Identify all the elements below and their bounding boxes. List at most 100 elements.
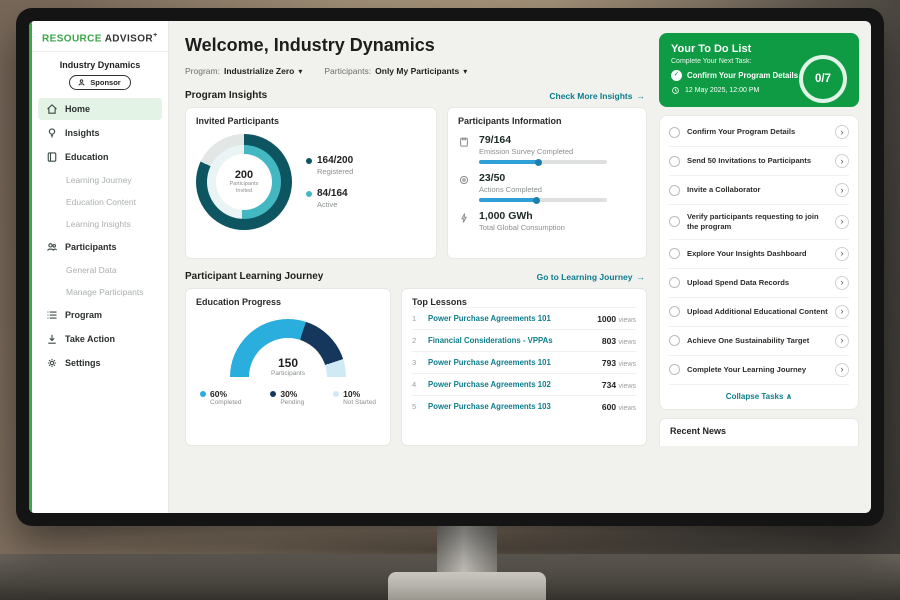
monitor-frame: RESOURCE ADVISOR+ Industry Dynamics Spon… <box>16 8 884 526</box>
sidebar-item-home[interactable]: Home <box>38 98 162 120</box>
monitor-stand-base <box>388 572 546 600</box>
task-checkbox[interactable] <box>669 216 680 227</box>
progress-bar <box>479 160 607 164</box>
top-lessons-card: Top Lessons 1 Power Purchase Agreements … <box>401 288 647 446</box>
chevron-right-icon[interactable]: › <box>835 154 849 168</box>
todo-next-task[interactable]: ✓ Confirm Your Program Details <box>671 70 803 81</box>
task-row-explore-insights[interactable]: Explore Your Insights Dashboard › <box>669 240 849 269</box>
education-progress-card: Education Progress 150 Participants <box>185 288 391 446</box>
education-gauge-chart: 150 Participants <box>230 319 346 377</box>
sidebar-item-label: Take Action <box>65 334 115 344</box>
task-checkbox[interactable] <box>669 364 680 375</box>
sidebar-item-insights[interactable]: Insights <box>38 122 162 144</box>
collapse-tasks-link[interactable]: Collapse Tasks ∧ <box>669 385 849 406</box>
lesson-views-unit: views <box>618 317 636 324</box>
collapse-label: Collapse Tasks <box>726 392 784 401</box>
todo-task-list: Confirm Your Program Details › Send 50 I… <box>659 115 859 410</box>
lesson-link[interactable]: Power Purchase Agreements 101 <box>428 314 589 323</box>
chevron-down-icon: ▾ <box>463 67 467 76</box>
sidebar-item-learning-insights[interactable]: Learning Insights <box>38 214 162 234</box>
participants-information-card: Participants Information 79/164 Emission… <box>447 107 647 259</box>
book-icon <box>46 151 58 163</box>
task-row-upload-educational-content[interactable]: Upload Additional Educational Content › <box>669 298 849 327</box>
sidebar-item-manage-participants[interactable]: Manage Participants <box>38 282 162 302</box>
task-checkbox[interactable] <box>669 185 680 196</box>
lesson-link[interactable]: Power Purchase Agreements 103 <box>428 402 594 411</box>
lesson-row: 1 Power Purchase Agreements 101 1000 vie… <box>412 307 636 329</box>
invited-donut-inner-ring: 200 Participants Invited <box>207 145 281 219</box>
sidebar-item-label: Learning Journey <box>66 175 132 185</box>
lesson-rank: 3 <box>412 358 420 367</box>
task-row-confirm-program[interactable]: Confirm Your Program Details › <box>669 118 849 147</box>
task-row-complete-learning-journey[interactable]: Complete Your Learning Journey › <box>669 356 849 385</box>
donut-center-label: Participants Invited <box>223 181 265 195</box>
invited-legend: 164/200 Registered 84/164 Active <box>306 155 353 209</box>
sidebar-item-education[interactable]: Education <box>38 146 162 168</box>
task-checkbox[interactable] <box>669 127 680 138</box>
task-label: Complete Your Learning Journey <box>687 365 828 375</box>
progress-bar-fill <box>479 160 540 164</box>
participants-filter[interactable]: Participants: Only My Participants ▾ <box>324 66 467 76</box>
sidebar-item-general-data[interactable]: General Data <box>38 260 162 280</box>
task-checkbox[interactable] <box>669 277 680 288</box>
sidebar-item-label: Education <box>65 152 109 162</box>
info-row-global-consumption: 1,000 GWh Total Global Consumption <box>458 210 636 236</box>
donut-center-value: 200 <box>235 169 253 181</box>
legend-value: 164/200 <box>317 155 353 166</box>
chevron-right-icon[interactable]: › <box>835 334 849 348</box>
task-row-verify-participants[interactable]: Verify participants requesting to join t… <box>669 205 849 240</box>
lesson-views-unit: views <box>618 361 636 368</box>
chevron-right-icon[interactable]: › <box>835 276 849 290</box>
sidebar-item-learning-journey[interactable]: Learning Journey <box>38 170 162 190</box>
card-title: Participants Information <box>458 116 636 126</box>
chevron-right-icon[interactable]: › <box>835 305 849 319</box>
legend-dot <box>333 391 339 397</box>
program-filter-value: Industrialize Zero <box>224 66 294 76</box>
lesson-link[interactable]: Financial Considerations - VPPAs <box>428 336 594 345</box>
go-to-learning-journey-link[interactable]: Go to Learning Journey → <box>537 272 645 282</box>
recent-news-title: Recent News <box>670 426 726 436</box>
lesson-row: 5 Power Purchase Agreements 103 600 view… <box>412 395 636 417</box>
legend-pct: 60% <box>210 389 227 399</box>
task-row-achieve-target[interactable]: Achieve One Sustainability Target › <box>669 327 849 356</box>
chevron-right-icon[interactable]: › <box>835 183 849 197</box>
task-row-invite-collaborator[interactable]: Invite a Collaborator › <box>669 176 849 205</box>
program-insights-header: Program Insights Check More Insights → <box>185 90 645 101</box>
sidebar-nav: Home Insights Education Learning Journey… <box>32 97 168 375</box>
chevron-right-icon[interactable]: › <box>835 247 849 261</box>
arrow-right-icon: → <box>637 272 646 282</box>
legend-pct: 10% <box>343 389 360 399</box>
task-row-send-invitations[interactable]: Send 50 Invitations to Participants › <box>669 147 849 176</box>
info-value: 1,000 GWh <box>479 210 565 222</box>
lesson-link[interactable]: Power Purchase Agreements 102 <box>428 380 594 389</box>
task-label: Achieve One Sustainability Target <box>687 336 828 346</box>
task-checkbox[interactable] <box>669 306 680 317</box>
task-row-upload-spend-data[interactable]: Upload Spend Data Records › <box>669 269 849 298</box>
sidebar-item-program[interactable]: Program <box>38 304 162 326</box>
sidebar-item-education-content[interactable]: Education Content <box>38 192 162 212</box>
sidebar-item-take-action[interactable]: Take Action <box>38 328 162 350</box>
task-label: Explore Your Insights Dashboard <box>687 249 828 259</box>
chevron-right-icon[interactable]: › <box>835 363 849 377</box>
check-more-insights-link[interactable]: Check More Insights → <box>549 91 645 101</box>
legend-value: 84/164 <box>317 188 348 199</box>
card-title: Top Lessons <box>412 297 636 307</box>
program-filter[interactable]: Program: Industrialize Zero ▾ <box>185 66 302 76</box>
bolt-icon <box>458 211 471 236</box>
task-checkbox[interactable] <box>669 156 680 167</box>
sidebar-item-participants[interactable]: Participants <box>38 236 162 258</box>
lightbulb-icon <box>46 127 58 139</box>
sidebar-item-settings[interactable]: Settings <box>38 352 162 374</box>
arrow-right-icon: → <box>637 91 646 101</box>
check-icon: ✓ <box>671 70 682 81</box>
task-checkbox[interactable] <box>669 335 680 346</box>
sidebar-item-label: Education Content <box>66 197 136 207</box>
list-icon <box>46 309 58 321</box>
lesson-link[interactable]: Power Purchase Agreements 101 <box>428 358 594 367</box>
chevron-right-icon[interactable]: › <box>835 215 849 229</box>
lesson-views-count: 803 <box>602 336 616 346</box>
task-checkbox[interactable] <box>669 248 680 259</box>
chevron-right-icon[interactable]: › <box>835 125 849 139</box>
learning-journey-header: Participant Learning Journey Go to Learn… <box>185 271 645 282</box>
sidebar-item-label: Insights <box>65 128 100 138</box>
